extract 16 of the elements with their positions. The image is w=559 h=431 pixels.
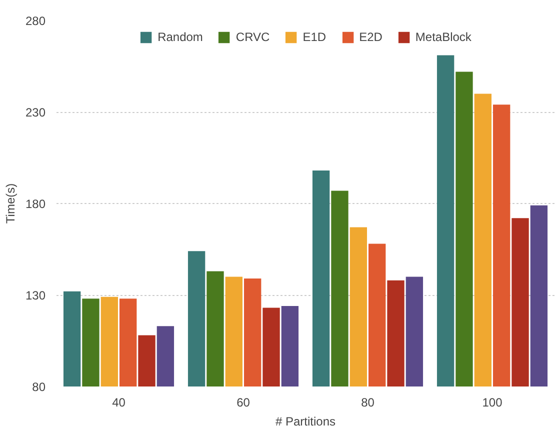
x-tick-label: 40 bbox=[112, 396, 126, 410]
x-tick-label: 80 bbox=[361, 396, 375, 410]
legend-label: MetaBlock bbox=[415, 30, 472, 44]
legend-label: Random bbox=[158, 30, 203, 44]
legend-label: E2D bbox=[359, 30, 382, 44]
y-tick-label: 80 bbox=[32, 380, 46, 394]
x-tick-label: 60 bbox=[236, 396, 250, 410]
y-axis-title: Time(s) bbox=[3, 183, 18, 224]
y-tick-label: 130 bbox=[25, 288, 46, 302]
y-tick-label: 280 bbox=[25, 14, 46, 28]
y-tick-label: 230 bbox=[25, 106, 46, 120]
legend-label: E1D bbox=[302, 30, 326, 44]
x-tick-label: 100 bbox=[482, 396, 503, 410]
x-axis-title: # Partitions bbox=[275, 414, 336, 428]
y-tick-label: 180 bbox=[25, 197, 46, 211]
legend-label: CRVC bbox=[236, 30, 270, 44]
